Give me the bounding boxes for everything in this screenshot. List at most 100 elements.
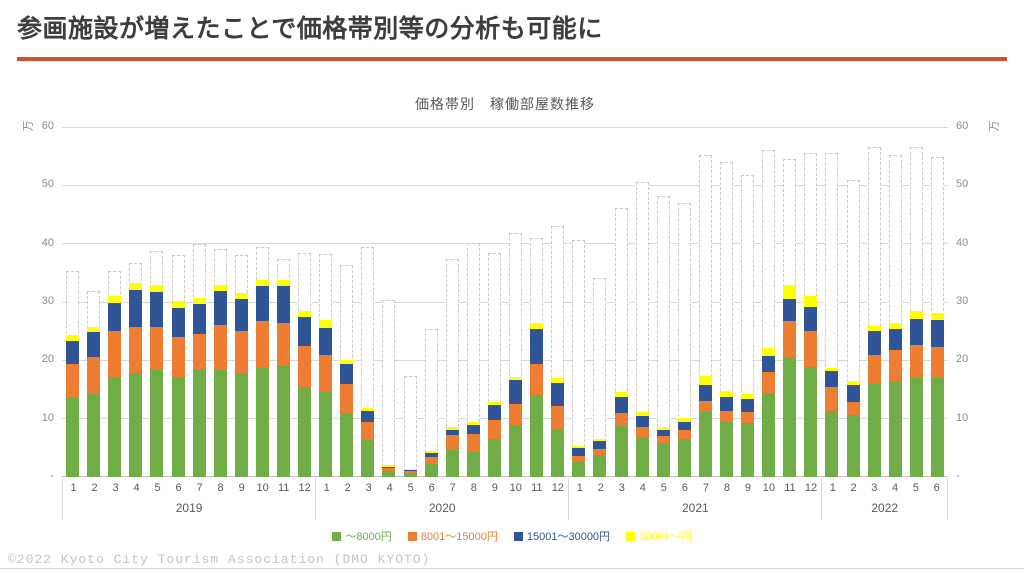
bar-segment-2020-1-4 [319, 320, 333, 329]
legend-item: 30001～円 [626, 528, 692, 544]
bar-segment-2021-3-4 [614, 391, 628, 398]
bar-segment-2022-5-4 [909, 311, 923, 319]
bar-segment-2021-1-2 [572, 456, 586, 462]
month-label: 5 [912, 482, 919, 494]
month-label: 9 [491, 482, 498, 494]
bar-segment-2019-7-3 [192, 303, 206, 334]
bar-segment-2021-4-1 [635, 436, 649, 477]
bar-segment-2019-7-2 [192, 333, 206, 369]
bar-segment-2021-9-2 [741, 411, 755, 423]
bar-segment-2019-1-1 [66, 398, 80, 477]
bar-segment-2022-2-3 [846, 384, 860, 402]
bar-segment-2020-4-4 [382, 465, 396, 467]
bar-segment-2020-10-4 [509, 376, 523, 380]
month-label: 5 [154, 482, 161, 494]
bar-segment-2022-5-2 [909, 344, 923, 378]
year-label: 2019 [175, 501, 203, 515]
month-label: 12 [804, 482, 818, 494]
year-group-2020: 1 2 3 4 5 6 7 8 9 10 11 12 2020 [315, 478, 568, 520]
bar-segment-2022-1-4 [825, 367, 839, 372]
bar-segment-2021-1-1 [572, 461, 586, 477]
chart-title: 価格帯別 稼働部屋数推移 [415, 96, 595, 112]
y-tick-right: - [956, 470, 960, 482]
month-label: 2 [597, 482, 604, 494]
bar-segment-2021-4-4 [635, 412, 649, 417]
bar-segment-2020-2-2 [340, 383, 354, 414]
bar-segment-2020-1-1 [319, 391, 333, 477]
bar-segment-2021-4-2 [635, 426, 649, 437]
bar-segment-2019-5-3 [150, 292, 164, 328]
bar-segment-2020-6-1 [424, 463, 438, 477]
bar-segment-2019-7-4 [192, 297, 206, 304]
bar-segment-2021-2-3 [593, 441, 607, 449]
month-label: 1 [70, 482, 77, 494]
legend-swatch-icon [626, 531, 636, 541]
month-label: 7 [449, 482, 456, 494]
month-label: 8 [217, 482, 224, 494]
bar-segment-2019-2-4 [87, 326, 101, 332]
bar-segment-2019-8-2 [213, 324, 227, 371]
month-label: 11 [531, 482, 543, 494]
bar-segment-2020-11-3 [530, 328, 544, 364]
bar-segment-2020-1-2 [319, 355, 333, 392]
bar-segment-2022-3-2 [867, 355, 881, 384]
bottom-divider [0, 568, 1024, 569]
month-label: 7 [196, 482, 203, 494]
month-label: 6 [428, 482, 435, 494]
bar-segment-2020-9-4 [487, 401, 501, 405]
bar-segment-2019-12-1 [298, 386, 312, 477]
chart-legend: ～8000円 8001～15000円 15001～30000円 30001～円 [0, 528, 1024, 544]
bar-segment-2019-2-2 [87, 357, 101, 394]
bar-segment-2020-8-2 [466, 433, 480, 452]
bar-segment-2022-6-2 [930, 346, 944, 378]
y-tick-right: 50 [956, 178, 969, 191]
bar-segment-2021-10-3 [762, 356, 776, 372]
month-label: 11 [277, 482, 290, 494]
y-tick-right: 60 [956, 120, 969, 132]
bar-segment-2020-5-1 [403, 472, 417, 477]
bar-segment-2020-10-1 [509, 425, 523, 477]
bar-segment-2022-6-3 [930, 319, 944, 347]
bar-segment-2021-3-1 [614, 425, 628, 477]
month-label: 10 [762, 482, 776, 494]
bar-segment-2020-3-4 [361, 408, 375, 412]
bar-segment-2019-4-2 [129, 326, 143, 373]
bar-segment-2020-11-4 [530, 323, 544, 329]
bar-segment-2021-11-2 [783, 320, 797, 357]
bar-segment-2019-3-2 [108, 330, 122, 377]
bar-segment-2022-5-3 [909, 318, 923, 345]
y-tick-left: - [50, 470, 54, 482]
bar-segment-2019-10-1 [255, 367, 269, 477]
bar-segment-2020-9-1 [487, 438, 501, 477]
month-label: 9 [238, 482, 245, 494]
bar-segment-2021-8-2 [720, 410, 733, 422]
plot-area [62, 126, 948, 477]
bar-segment-2021-9-4 [741, 394, 755, 400]
month-label: 4 [133, 482, 140, 494]
bar-segment-2021-5-2 [656, 435, 670, 444]
gridline-40 [62, 243, 948, 245]
month-label: 12 [298, 482, 311, 494]
gridline-50 [62, 184, 948, 186]
bar-segment-2019-11-2 [277, 323, 290, 366]
bar-segment-2020-1-3 [319, 328, 333, 356]
bar-segment-2020-9-2 [487, 420, 501, 439]
y-tick-left: 30 [41, 295, 54, 307]
bar-segment-2019-11-1 [277, 365, 290, 477]
y-tick-left: 10 [41, 411, 54, 424]
bar-segment-2020-6-2 [424, 456, 438, 464]
bar-segment-2021-12-1 [804, 366, 818, 477]
month-label: 11 [784, 482, 796, 494]
bar-segment-2020-3-3 [361, 411, 375, 422]
bar-segment-2019-6-1 [171, 377, 185, 477]
legend-item: ～8000円 [332, 528, 392, 544]
bar-segment-2019-1-3 [66, 341, 80, 364]
bar-segment-2020-11-1 [530, 395, 544, 477]
bar-segment-2021-7-1 [698, 411, 712, 477]
bar-segment-2022-4-1 [888, 381, 902, 477]
month-label: 5 [660, 482, 667, 494]
bar-segment-2021-3-2 [614, 412, 628, 426]
x-axis-line [62, 476, 948, 477]
bar-segment-2019-6-4 [171, 300, 185, 308]
y-tick-left: 20 [41, 353, 54, 366]
